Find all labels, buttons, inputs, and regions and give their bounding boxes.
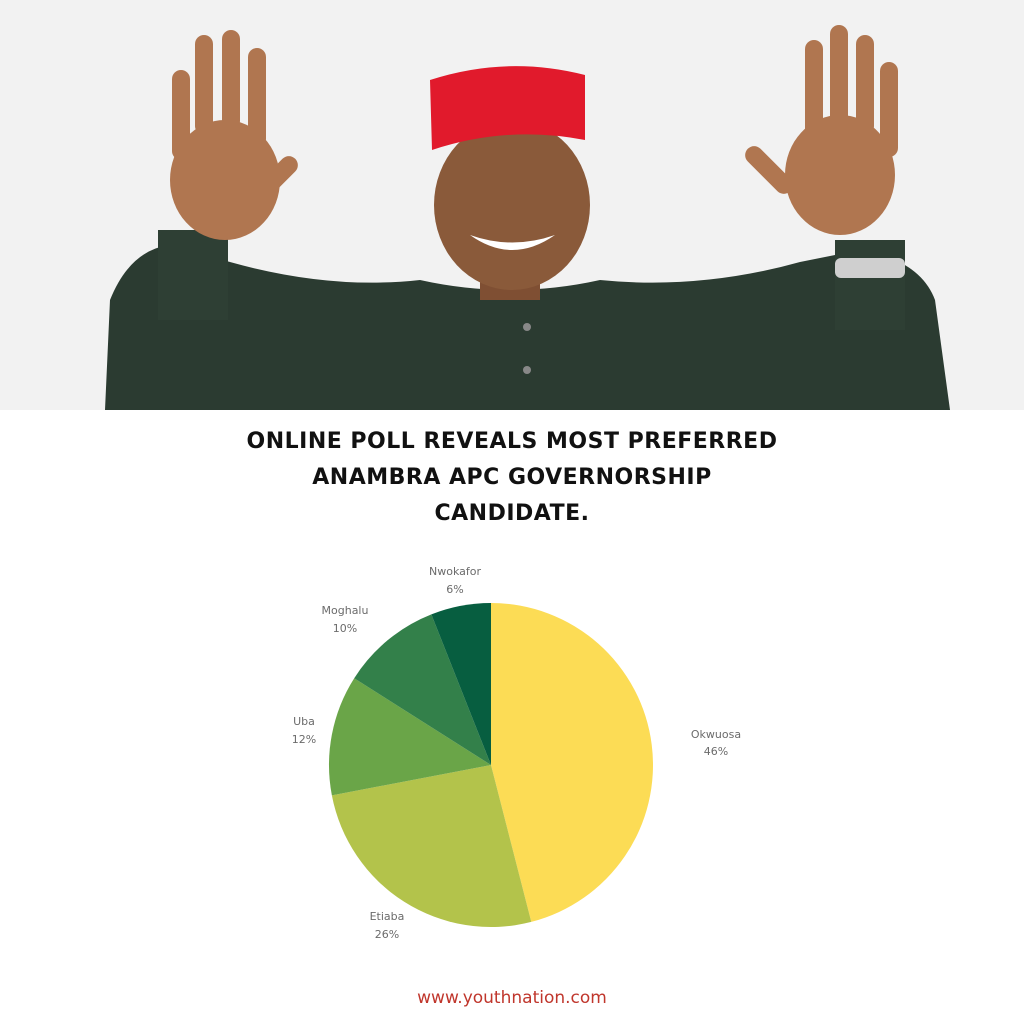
pie-slice-etiaba — [331, 765, 532, 927]
label-nwokafor-value: 6% — [446, 583, 463, 596]
label-moghalu-value: 10% — [333, 622, 357, 635]
label-nwokafor-name: Nwokafor — [429, 565, 481, 578]
website-link[interactable]: www.youthnation.com — [417, 988, 607, 1008]
label-uba-value: 12% — [292, 733, 316, 746]
pie-slice-uba — [329, 678, 491, 796]
pie-slice-okwuosa — [491, 603, 653, 922]
headline-line-2: ANAMBRA APC GOVERNORSHIP — [312, 465, 712, 490]
pie-slice-moghalu — [354, 614, 491, 765]
pie-slice-nwokafor — [431, 603, 491, 765]
label-etiaba-value: 26% — [375, 928, 399, 941]
headline-line-1: ONLINE POLL REVEALS MOST PREFERRED — [246, 429, 778, 454]
label-okwuosa-name: Okwuosa — [691, 728, 741, 741]
label-uba-name: Uba — [293, 715, 315, 728]
headline: ONLINE POLL REVEALS MOST PREFERRED ANAMB… — [0, 424, 1024, 532]
label-okwuosa-value: 46% — [704, 745, 728, 758]
headline-line-3: CANDIDATE. — [434, 501, 590, 526]
candidate-photo — [0, 0, 1024, 410]
label-etiaba-name: Etiaba — [370, 910, 405, 923]
pie-chart: Okwuosa 46% Etiaba 26% Uba 12% Moghalu 1… — [292, 565, 741, 941]
label-moghalu-name: Moghalu — [322, 604, 369, 617]
